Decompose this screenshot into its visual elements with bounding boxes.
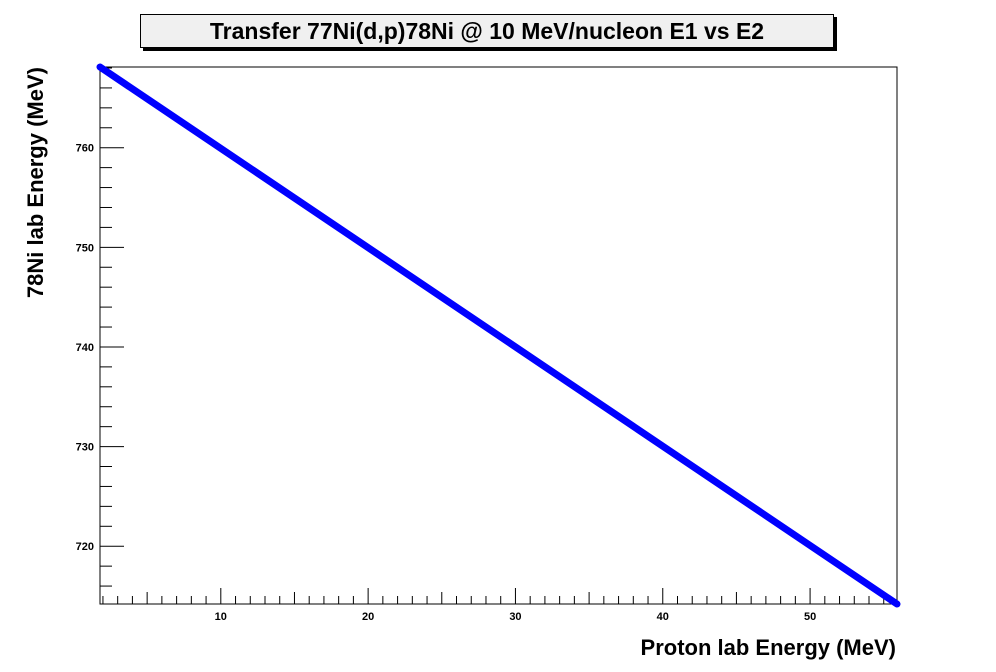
series-line-0 bbox=[96, 63, 901, 608]
y-axis-title: 78Ni lab Energy (MeV) bbox=[23, 67, 48, 298]
x-axis-ticks: 10 20 30 40 50 bbox=[102, 588, 885, 623]
y-tick-label: 730 bbox=[76, 442, 94, 454]
x-tick-label: 50 bbox=[804, 611, 816, 623]
chart-title: Transfer 77Ni(d,p)78Ni @ 10 MeV/nucleon … bbox=[140, 14, 834, 48]
y-tick-label: 750 bbox=[76, 242, 94, 254]
y-tick-label: 720 bbox=[76, 541, 94, 553]
y-axis-ticks: 720 730 740 750 760 bbox=[76, 67, 124, 587]
x-axis-title: Proton lab Energy (MeV) bbox=[641, 635, 896, 660]
series-layer bbox=[96, 63, 901, 608]
x-tick-label: 20 bbox=[362, 611, 374, 623]
x-tick-label: 10 bbox=[215, 611, 227, 623]
x-tick-label: 40 bbox=[657, 611, 669, 623]
y-tick-label: 740 bbox=[76, 342, 94, 354]
y-tick-label: 760 bbox=[76, 143, 94, 155]
x-tick-label: 30 bbox=[509, 611, 521, 623]
plot-frame bbox=[99, 66, 898, 605]
